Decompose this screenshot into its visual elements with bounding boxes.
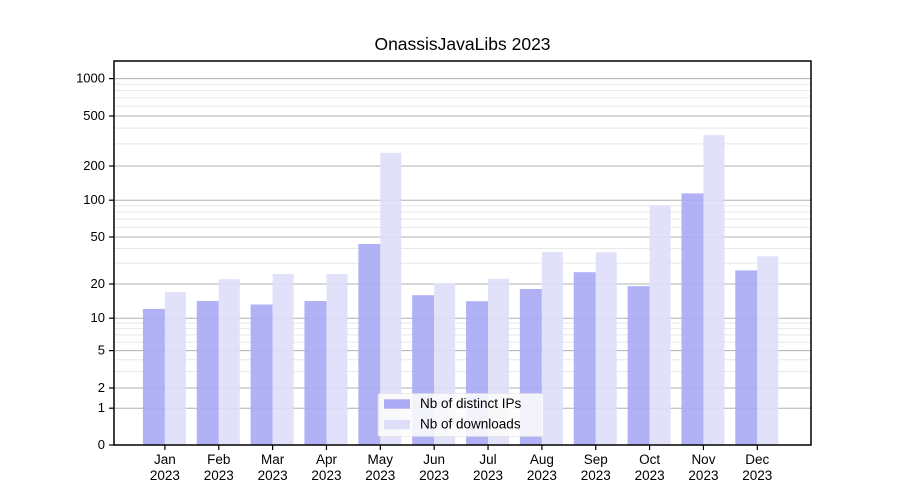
svg-text:1000: 1000 (76, 71, 105, 86)
svg-text:10: 10 (91, 310, 105, 325)
svg-text:20: 20 (91, 276, 105, 291)
svg-text:Mar: Mar (261, 452, 285, 467)
svg-text:2023: 2023 (527, 468, 557, 483)
svg-text:500: 500 (83, 108, 105, 123)
svg-text:50: 50 (91, 229, 105, 244)
svg-text:Nov: Nov (691, 452, 715, 467)
svg-text:2023: 2023 (150, 468, 180, 483)
svg-text:Dec: Dec (745, 452, 769, 467)
svg-text:2023: 2023 (635, 468, 665, 483)
svg-text:2023: 2023 (204, 468, 234, 483)
svg-text:Apr: Apr (316, 452, 338, 467)
svg-text:2023: 2023 (742, 468, 772, 483)
svg-text:5: 5 (98, 343, 105, 358)
svg-text:May: May (368, 452, 394, 467)
svg-text:OnassisJavaLibs 2023: OnassisJavaLibs 2023 (374, 34, 550, 54)
svg-text:Aug: Aug (530, 452, 554, 467)
svg-text:Oct: Oct (639, 452, 660, 467)
svg-text:2023: 2023 (419, 468, 449, 483)
svg-text:1: 1 (98, 400, 105, 415)
svg-text:200: 200 (83, 158, 105, 173)
svg-text:0: 0 (98, 437, 105, 452)
svg-text:Jan: Jan (154, 452, 176, 467)
svg-text:Nb of distinct IPs: Nb of distinct IPs (420, 396, 522, 411)
svg-text:2023: 2023 (365, 468, 395, 483)
svg-text:Jun: Jun (423, 452, 445, 467)
svg-text:Jul: Jul (479, 452, 496, 467)
svg-text:Nb of downloads: Nb of downloads (420, 417, 521, 432)
svg-text:2023: 2023 (688, 468, 718, 483)
svg-text:2: 2 (98, 380, 105, 395)
svg-text:2023: 2023 (581, 468, 611, 483)
svg-text:2023: 2023 (258, 468, 288, 483)
svg-text:100: 100 (83, 192, 105, 207)
svg-text:Feb: Feb (207, 452, 230, 467)
svg-text:Sep: Sep (584, 452, 608, 467)
svg-text:2023: 2023 (311, 468, 341, 483)
svg-text:2023: 2023 (473, 468, 503, 483)
